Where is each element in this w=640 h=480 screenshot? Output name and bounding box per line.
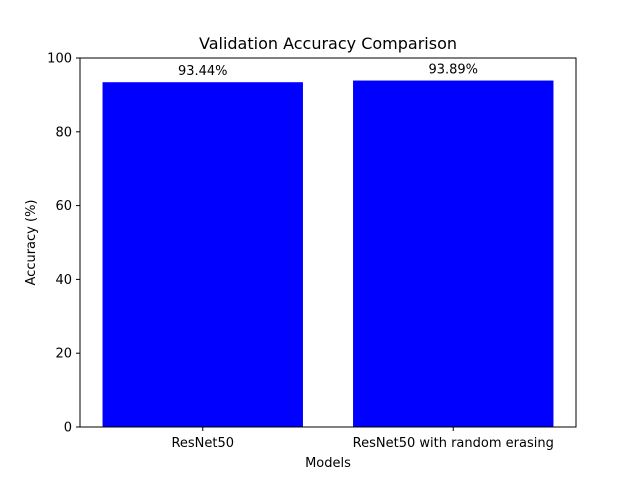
data-labels-group: 93.44% 93.89% xyxy=(178,63,478,80)
y-axis-ticks: 0 20 40 60 80 100 xyxy=(47,52,80,436)
y-tick-label-2: 40 xyxy=(55,273,72,288)
y-axis-label: Accuracy (%) xyxy=(24,200,39,286)
x-axis-ticks: ResNet50 ResNet50 with random erasing xyxy=(171,427,554,451)
y-tick-label-4: 80 xyxy=(55,125,72,140)
y-tick-label-5: 100 xyxy=(47,52,72,67)
x-tick-label-0: ResNet50 xyxy=(171,436,234,451)
y-tick-label-0: 0 xyxy=(64,421,72,436)
bar-1 xyxy=(353,80,554,427)
bar-0 xyxy=(102,82,303,428)
plot-frame xyxy=(79,57,577,428)
y-tick-label-3: 60 xyxy=(55,199,72,214)
data-label-0: 93.44% xyxy=(178,64,228,79)
chart-title: Validation Accuracy Comparison xyxy=(199,34,457,53)
bars-group xyxy=(102,80,554,428)
data-label-1: 93.89% xyxy=(428,63,478,78)
x-axis-label: Models xyxy=(305,456,351,471)
x-tick-label-1: ResNet50 with random erasing xyxy=(353,436,554,451)
y-tick-label-1: 20 xyxy=(55,347,72,362)
